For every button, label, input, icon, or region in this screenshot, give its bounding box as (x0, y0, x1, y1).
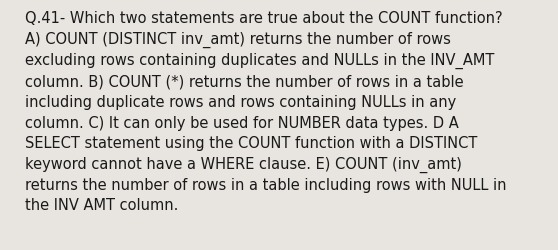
Text: Q.41- Which two statements are true about the COUNT function?
A) COUNT (DISTINCT: Q.41- Which two statements are true abou… (25, 11, 506, 212)
